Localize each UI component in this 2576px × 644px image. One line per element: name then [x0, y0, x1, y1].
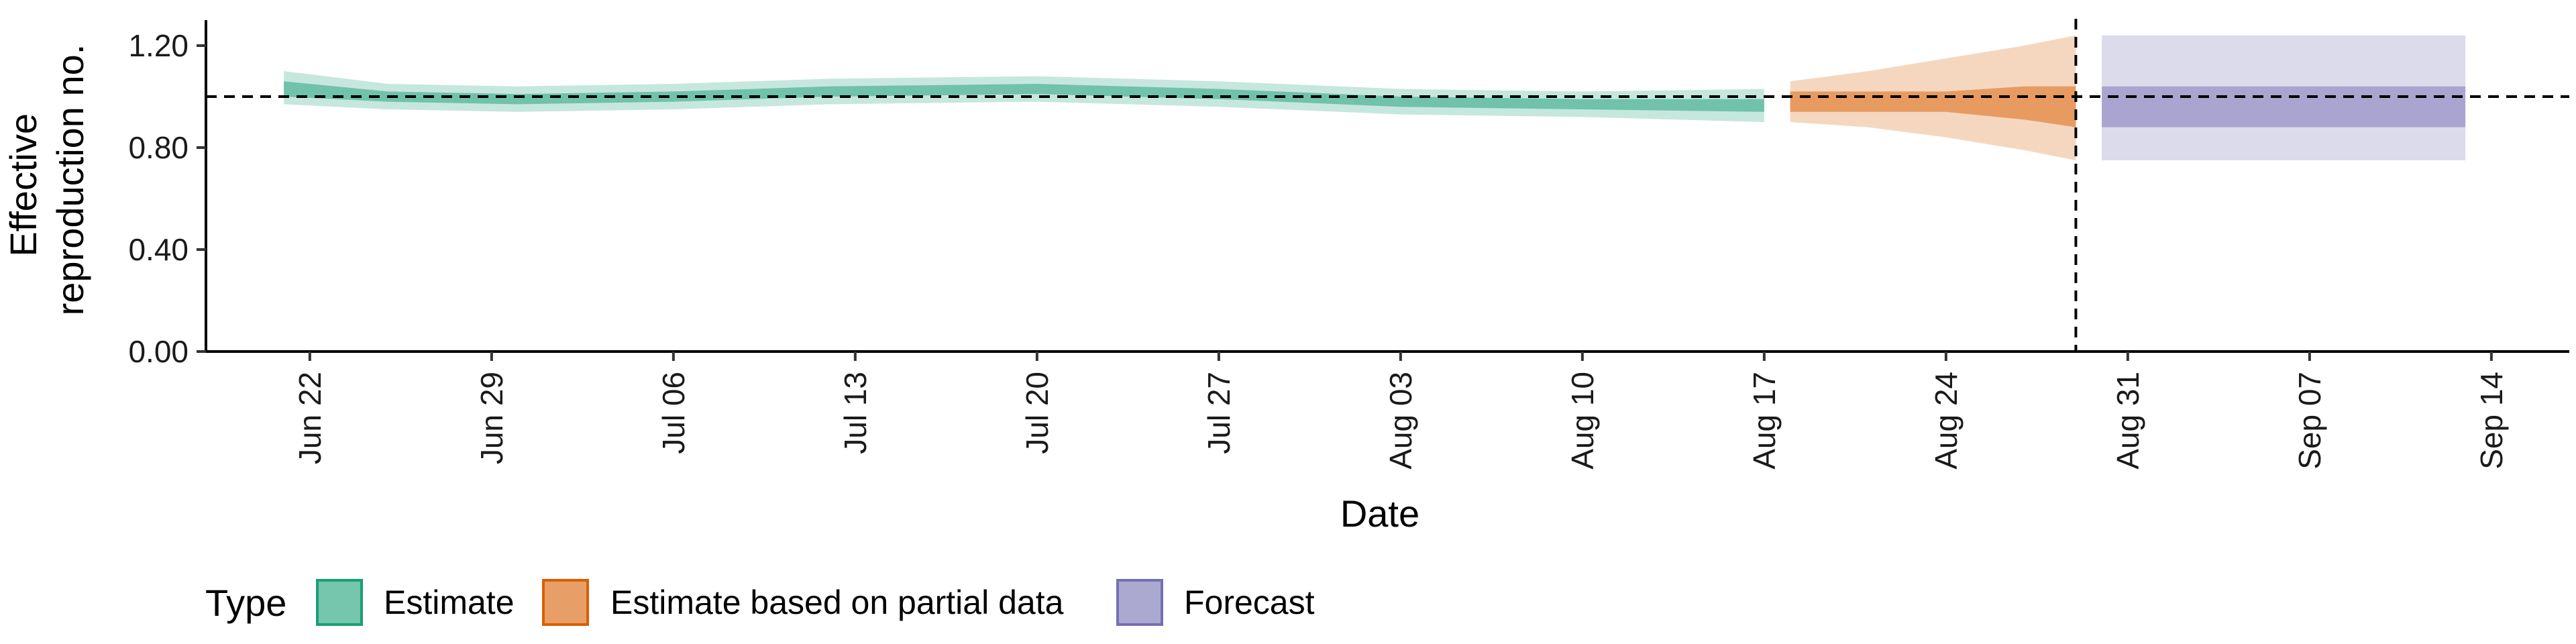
band-50-estimate — [284, 81, 1764, 112]
x-tick-label: Aug 31 — [2110, 372, 2145, 470]
y-tick-label: 0.00 — [128, 334, 189, 369]
legend-label-estimate: Estimate — [384, 584, 515, 621]
tick-labels: 0.00 0.40 0.80 1.20 Jun 22 Jun 29 Jul 06 Jul 13… — [128, 28, 2508, 470]
x-tick-label: Aug 17 — [1747, 372, 1782, 470]
legend-label-partial: Estimate based on partial data — [610, 584, 1064, 621]
y-tick-label: 0.80 — [128, 130, 189, 165]
y-axis-title-line-2: reproduction no. — [49, 44, 91, 316]
legend: Type Estimate Estimate based on partial … — [205, 579, 1315, 626]
legend-key-partial — [542, 579, 589, 626]
x-tick-label: Aug 24 — [1929, 372, 1964, 470]
legend-label-forecast: Forecast — [1184, 584, 1315, 621]
x-tick-label: Jul 06 — [656, 372, 691, 454]
y-tick-label: 1.20 — [128, 28, 189, 63]
legend-key-estimate — [316, 579, 363, 626]
x-tick-label: Sep 14 — [2474, 372, 2509, 470]
series-bands — [284, 35, 2466, 160]
y-tick-label: 0.40 — [128, 232, 189, 267]
x-tick-label: Sep 07 — [2292, 372, 2327, 470]
legend-title: Type — [205, 582, 286, 624]
x-axis-title: Date — [1340, 492, 1419, 535]
y-axis-title: Effective reproduction no. — [2, 44, 91, 316]
x-tick-label: Aug 10 — [1565, 372, 1600, 470]
axes — [197, 20, 2569, 361]
legend-key-forecast — [1116, 579, 1163, 626]
band-50-forecast — [2102, 86, 2466, 127]
x-tick-label: Aug 03 — [1383, 372, 1418, 470]
x-tick-label: Jun 22 — [292, 372, 327, 464]
x-tick-label: Jun 29 — [474, 372, 509, 464]
x-tick-label: Jul 20 — [1020, 372, 1055, 454]
x-tick-label: Jul 13 — [838, 372, 873, 454]
reference-lines — [206, 19, 2569, 352]
y-axis-title-line-1: Effective — [2, 113, 44, 257]
x-tick-label: Jul 27 — [1201, 372, 1236, 454]
